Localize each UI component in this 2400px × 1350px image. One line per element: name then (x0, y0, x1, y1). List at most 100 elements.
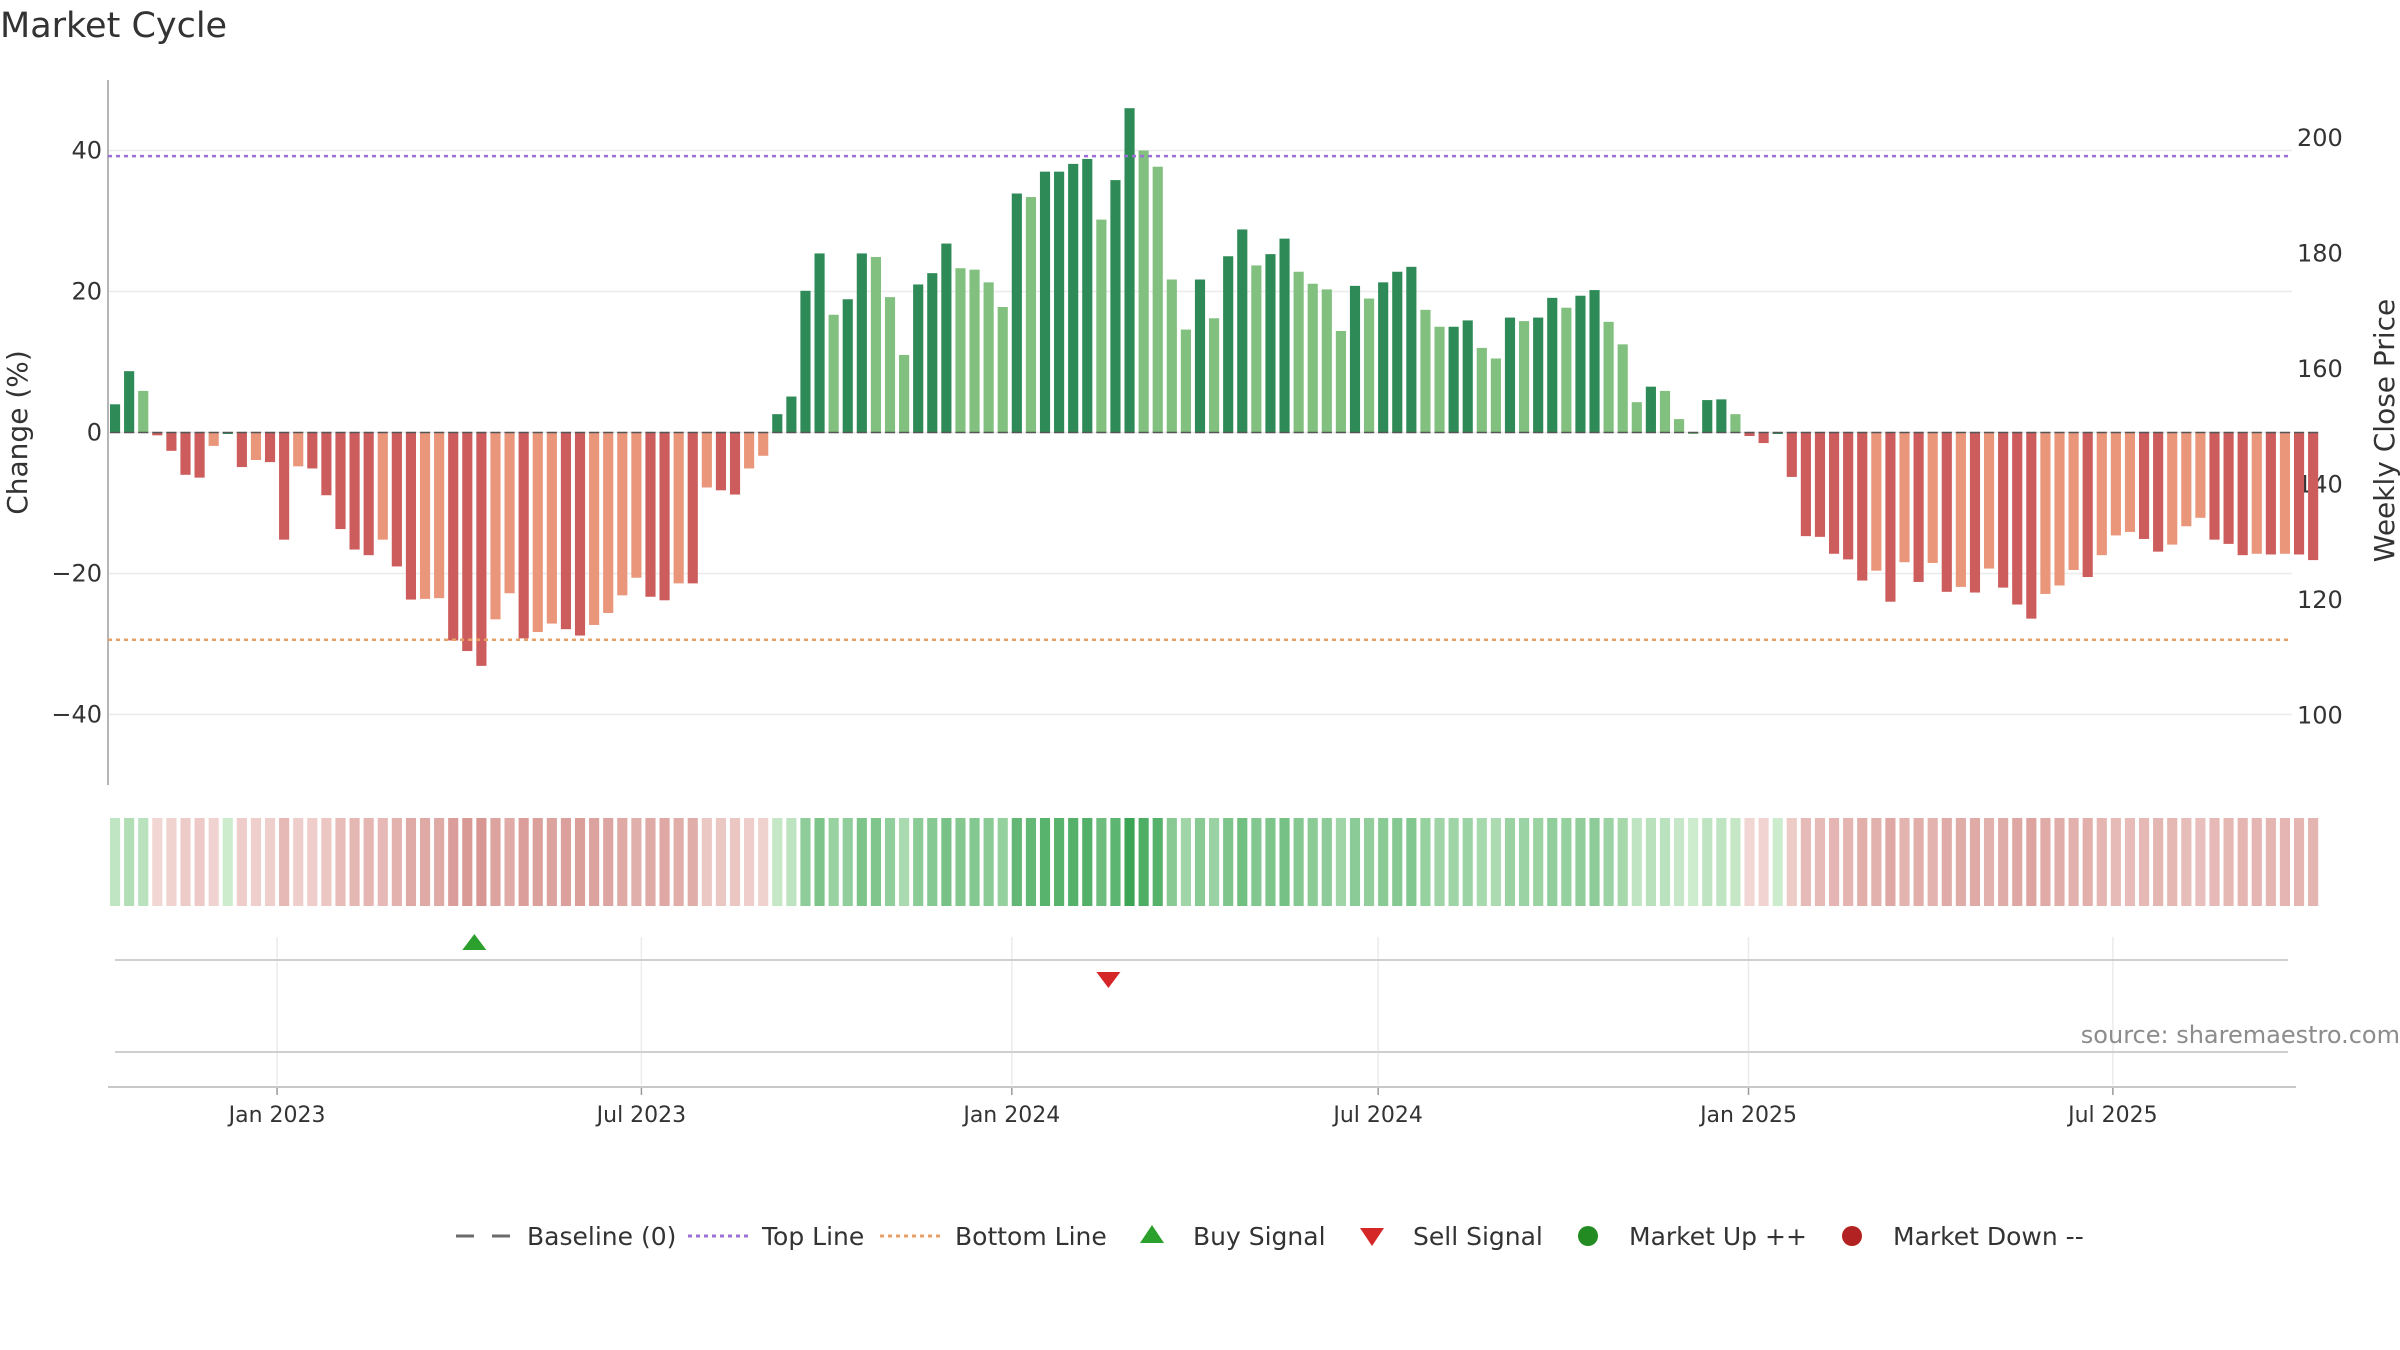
change-bar (1392, 271, 1403, 433)
cycle-band-cell (2237, 818, 2248, 906)
cycle-band-cell (335, 818, 346, 906)
change-bar (1378, 282, 1389, 433)
change-bar (1420, 309, 1431, 433)
legend-label: Sell Signal (1413, 1222, 1543, 1251)
cycle-band-cell (955, 818, 966, 906)
legend-label: Baseline (0) (527, 1222, 676, 1251)
change-bar (363, 432, 374, 556)
change-bar (1307, 283, 1318, 433)
change-bar (2195, 432, 2206, 518)
cycle-band-cell (490, 818, 501, 906)
change-bar (2124, 432, 2136, 532)
change-bar (1857, 432, 1868, 581)
cycle-band-cell (1124, 818, 1135, 906)
cycle-band-cell (1307, 818, 1318, 906)
cycle-band-cell (434, 818, 445, 906)
change-bar (138, 390, 149, 433)
cycle-band-cell (1378, 818, 1389, 906)
cycle-band-cell (1800, 818, 1811, 906)
change-bar (1025, 197, 1036, 433)
change-bar (1462, 320, 1473, 433)
cycle-band-cell (1702, 818, 1713, 906)
change-bar (800, 290, 811, 433)
cycle-band-cell (138, 818, 149, 906)
cycle-band-cell (1871, 818, 1882, 906)
change-bar (490, 432, 501, 620)
change-bar (1054, 171, 1065, 433)
change-bar (532, 432, 543, 633)
cycle-band-cell (673, 818, 684, 906)
change-bar (1828, 432, 1840, 554)
change-bar (1969, 432, 1981, 593)
change-bar (1786, 432, 1797, 477)
cycle-band-cell (1434, 818, 1445, 906)
cycle-band-cell (2124, 818, 2136, 906)
cycle-band-cell (1462, 818, 1473, 906)
change-bar (1124, 108, 1135, 433)
y-tick-right: 100 (2297, 702, 2343, 730)
change-bar (701, 432, 712, 488)
change-bar (1321, 289, 1332, 433)
change-bar (1603, 321, 1614, 433)
change-bar (335, 432, 346, 530)
change-bar (1927, 432, 1938, 563)
change-bar (744, 432, 755, 469)
cycle-band-cell (645, 818, 656, 906)
cycle-band-cell (419, 818, 431, 906)
change-bar (504, 432, 515, 594)
change-bar (659, 432, 670, 601)
buy-signal-marker (462, 934, 487, 950)
cycle-band-cell (1857, 818, 1868, 906)
cycle-band-cell (1194, 818, 1206, 906)
cycle-band-cell (1533, 818, 1544, 906)
y-tick-left: −40 (51, 701, 102, 729)
cycle-band-cell (1406, 818, 1417, 906)
change-bar (1209, 318, 1220, 433)
change-bar (1998, 432, 2009, 588)
cycle-band-cell (1786, 818, 1797, 906)
cycle-band-cell (194, 818, 205, 906)
cycle-band-cell (166, 818, 177, 906)
cycle-band-cell (560, 818, 572, 906)
change-bar (913, 284, 924, 433)
sell-signal-marker (1096, 972, 1121, 988)
change-bar (2153, 432, 2164, 552)
change-bar (1082, 158, 1093, 433)
cycle-band-cell (1575, 818, 1586, 906)
cycle-band-cell (870, 818, 881, 906)
cycle-band-cell (1152, 818, 1163, 906)
cycle-band-cell (1998, 818, 2009, 906)
change-bar (870, 256, 881, 433)
x-tick-label: Jul 2024 (1331, 1103, 1423, 1128)
change-bar (997, 307, 1008, 433)
cycle-band-cell (1631, 818, 1642, 906)
cycle-band-cell (997, 818, 1008, 906)
change-bar (603, 432, 614, 613)
legend-label: Buy Signal (1193, 1222, 1326, 1251)
change-bar (1011, 193, 1022, 433)
cycle-band-cell (1688, 818, 1699, 906)
change-bar (673, 432, 684, 584)
cycle-band-cell (1039, 818, 1051, 906)
change-bar (1716, 399, 1727, 433)
change-bar (419, 432, 431, 599)
change-bar (1476, 347, 1487, 433)
cycle-band-cell (715, 818, 727, 906)
change-bar (1871, 432, 1882, 571)
change-bar (166, 432, 177, 451)
cycle-band-cell (264, 818, 276, 906)
change-bar (250, 432, 262, 460)
cycle-band-cell (842, 818, 853, 906)
cycle-band-cell (617, 818, 628, 906)
cycle-band-cell (969, 818, 980, 906)
cycle-band-cell (293, 818, 304, 906)
change-bar (983, 282, 994, 433)
y-tick-left: 0 (87, 419, 102, 447)
cycle-band-cell (1420, 818, 1431, 906)
change-bar (645, 432, 656, 597)
legend-label: Market Up ++ (1629, 1222, 1807, 1251)
cycle-band-cell (462, 818, 473, 906)
change-bar (293, 432, 304, 467)
cycle-band-cell (1730, 818, 1741, 906)
cycle-band-cell (1561, 818, 1572, 906)
